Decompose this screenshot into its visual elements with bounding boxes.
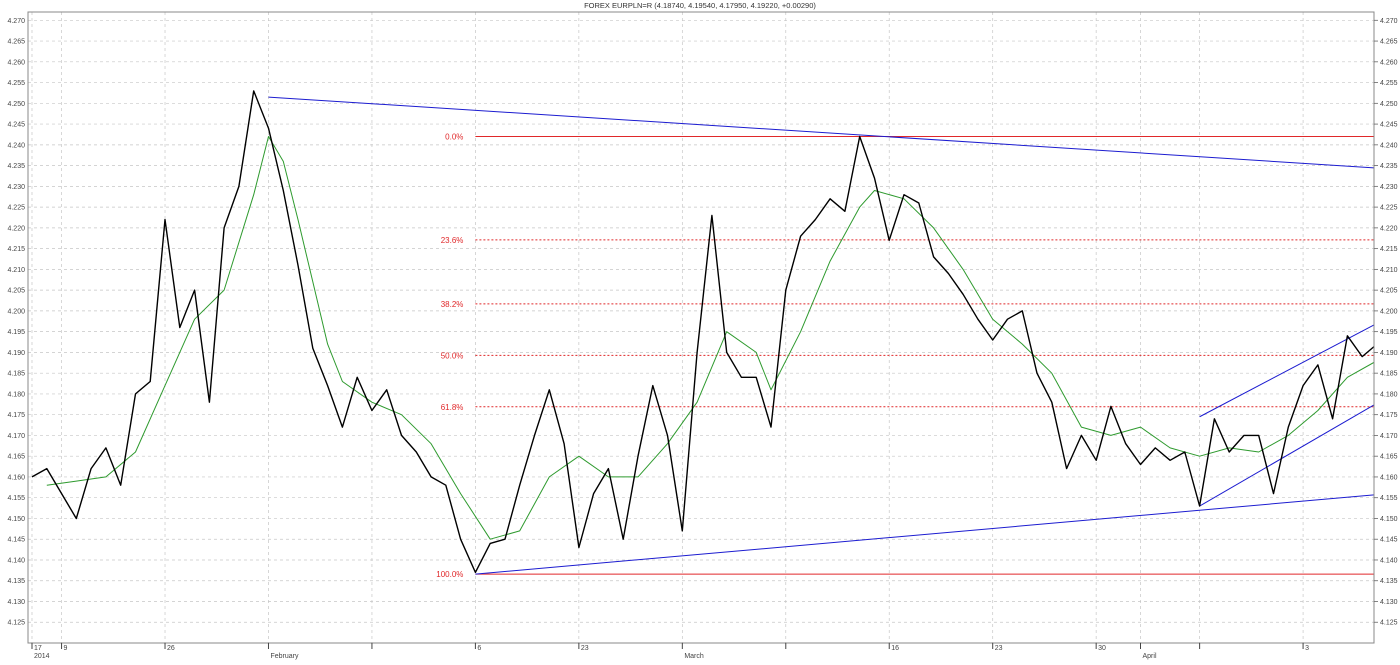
- y-tick-label-right: 4.225: [1380, 205, 1398, 212]
- x-tick-label: 3: [1305, 645, 1309, 652]
- x-tick-label: 2014: [34, 653, 50, 660]
- series-lines: [31, 90, 1374, 574]
- y-tick-label-left: 4.180: [7, 391, 25, 398]
- fibonacci-level-label: 100.0%: [436, 570, 463, 579]
- trendline: [1199, 404, 1375, 507]
- y-tick-label-right: 4.270: [1380, 18, 1398, 25]
- fibonacci-level-label: 0.0%: [445, 133, 463, 142]
- y-tick-label-right: 4.125: [1380, 620, 1398, 627]
- trendlines: [268, 96, 1375, 575]
- y-tick-label-left: 4.250: [7, 101, 25, 108]
- y-tick-label-right: 4.160: [1380, 474, 1398, 481]
- y-tick-label-left: 4.210: [7, 267, 25, 274]
- y-tick-label-left: 4.165: [7, 454, 25, 461]
- fibonacci-level-label: 61.8%: [441, 403, 464, 412]
- y-tick-label-left: 4.220: [7, 225, 25, 232]
- y-tick-label-right: 4.245: [1380, 122, 1398, 129]
- y-tick-label-right: 4.235: [1380, 163, 1398, 170]
- y-tick-label-right: 4.210: [1380, 267, 1398, 274]
- x-tick-label: 6: [477, 645, 481, 652]
- y-tick-label-right: 4.185: [1380, 371, 1398, 378]
- y-tick-label-left: 4.170: [7, 433, 25, 440]
- y-tick-label-left: 4.175: [7, 412, 25, 419]
- y-tick-label-left: 4.215: [7, 246, 25, 253]
- y-tick-label-left: 4.155: [7, 495, 25, 502]
- y-tick-label-left: 4.205: [7, 288, 25, 295]
- x-tick-label: February: [270, 653, 299, 660]
- y-tick-label-right: 4.220: [1380, 225, 1398, 232]
- y-tick-label-left: 4.255: [7, 80, 25, 87]
- y-tick-label-right: 4.165: [1380, 454, 1398, 461]
- y-tick-label-left: 4.125: [7, 620, 25, 627]
- y-tick-label-left: 4.150: [7, 516, 25, 523]
- y-tick-label-right: 4.255: [1380, 80, 1398, 87]
- fibonacci-level-label: 38.2%: [441, 300, 464, 309]
- y-tick-label-left: 4.235: [7, 163, 25, 170]
- y-tick-label-right: 4.135: [1380, 578, 1398, 585]
- y-tick-label-right: 4.140: [1380, 557, 1398, 564]
- y-tick-label-left: 4.135: [7, 578, 25, 585]
- x-tick-label: 30: [1098, 645, 1106, 652]
- y-tick-label-left: 4.190: [7, 350, 25, 357]
- y-tick-label-left: 4.140: [7, 557, 25, 564]
- y-tick-label-right: 4.260: [1380, 59, 1398, 66]
- axes: 4.125 4.125 4.130 4.130 4.135 4.135 4.140 4.140…: [7, 11, 1398, 660]
- y-tick-label-right: 4.155: [1380, 495, 1398, 502]
- x-tick-label: 23: [581, 645, 589, 652]
- y-tick-label-left: 4.200: [7, 308, 25, 315]
- y-tick-label-right: 4.205: [1380, 288, 1398, 295]
- y-tick-label-left: 4.145: [7, 537, 25, 544]
- x-tick-label: 16: [891, 645, 899, 652]
- fibonacci-level-label: 50.0%: [441, 351, 464, 360]
- y-tick-label-right: 4.170: [1380, 433, 1398, 440]
- fibonacci-levels: 0.0% 23.6% 38.2% 50.0% 61.8% 100.0%: [436, 133, 1374, 579]
- y-tick-label-right: 4.145: [1380, 537, 1398, 544]
- y-tick-label-right: 4.195: [1380, 329, 1398, 336]
- x-tick-label: March: [684, 653, 704, 660]
- x-tick-label: 17: [34, 645, 42, 652]
- y-tick-label-left: 4.240: [7, 142, 25, 149]
- y-tick-label-left: 4.130: [7, 599, 25, 606]
- y-tick-label-left: 4.270: [7, 18, 25, 25]
- y-tick-label-left: 4.265: [7, 39, 25, 46]
- y-tick-label-left: 4.260: [7, 59, 25, 66]
- x-tick-label: April: [1143, 653, 1157, 660]
- x-tick-label: 9: [64, 645, 68, 652]
- plot-frame: [27, 11, 1375, 644]
- chart-title: FOREX EURPLN=R (4.18740, 4.19540, 4.1795…: [584, 1, 816, 10]
- price-series-line: [31, 90, 1374, 574]
- y-tick-label-left: 4.195: [7, 329, 25, 336]
- y-tick-label-left: 4.225: [7, 205, 25, 212]
- y-tick-label-right: 4.180: [1380, 391, 1398, 398]
- grid-lines: [28, 12, 1374, 643]
- y-tick-label-right: 4.150: [1380, 516, 1398, 523]
- fibonacci-level-label: 23.6%: [441, 236, 464, 245]
- trendline: [475, 494, 1375, 575]
- y-tick-label-right: 4.175: [1380, 412, 1398, 419]
- moving-average-line: [46, 136, 1374, 540]
- y-tick-label-right: 4.130: [1380, 599, 1398, 606]
- y-tick-label-right: 4.230: [1380, 184, 1398, 191]
- x-tick-label: 23: [995, 645, 1003, 652]
- y-tick-label-right: 4.250: [1380, 101, 1398, 108]
- trendline: [1199, 324, 1375, 418]
- y-tick-label-left: 4.185: [7, 371, 25, 378]
- trendline: [268, 96, 1375, 169]
- x-tick-label: 26: [167, 645, 175, 652]
- y-tick-label-right: 4.265: [1380, 39, 1398, 46]
- y-tick-label-right: 4.215: [1380, 246, 1398, 253]
- y-tick-label-right: 4.200: [1380, 308, 1398, 315]
- y-tick-label-right: 4.190: [1380, 350, 1398, 357]
- y-tick-label-right: 4.240: [1380, 142, 1398, 149]
- y-tick-label-left: 4.160: [7, 474, 25, 481]
- y-tick-label-left: 4.245: [7, 122, 25, 129]
- y-tick-label-left: 4.230: [7, 184, 25, 191]
